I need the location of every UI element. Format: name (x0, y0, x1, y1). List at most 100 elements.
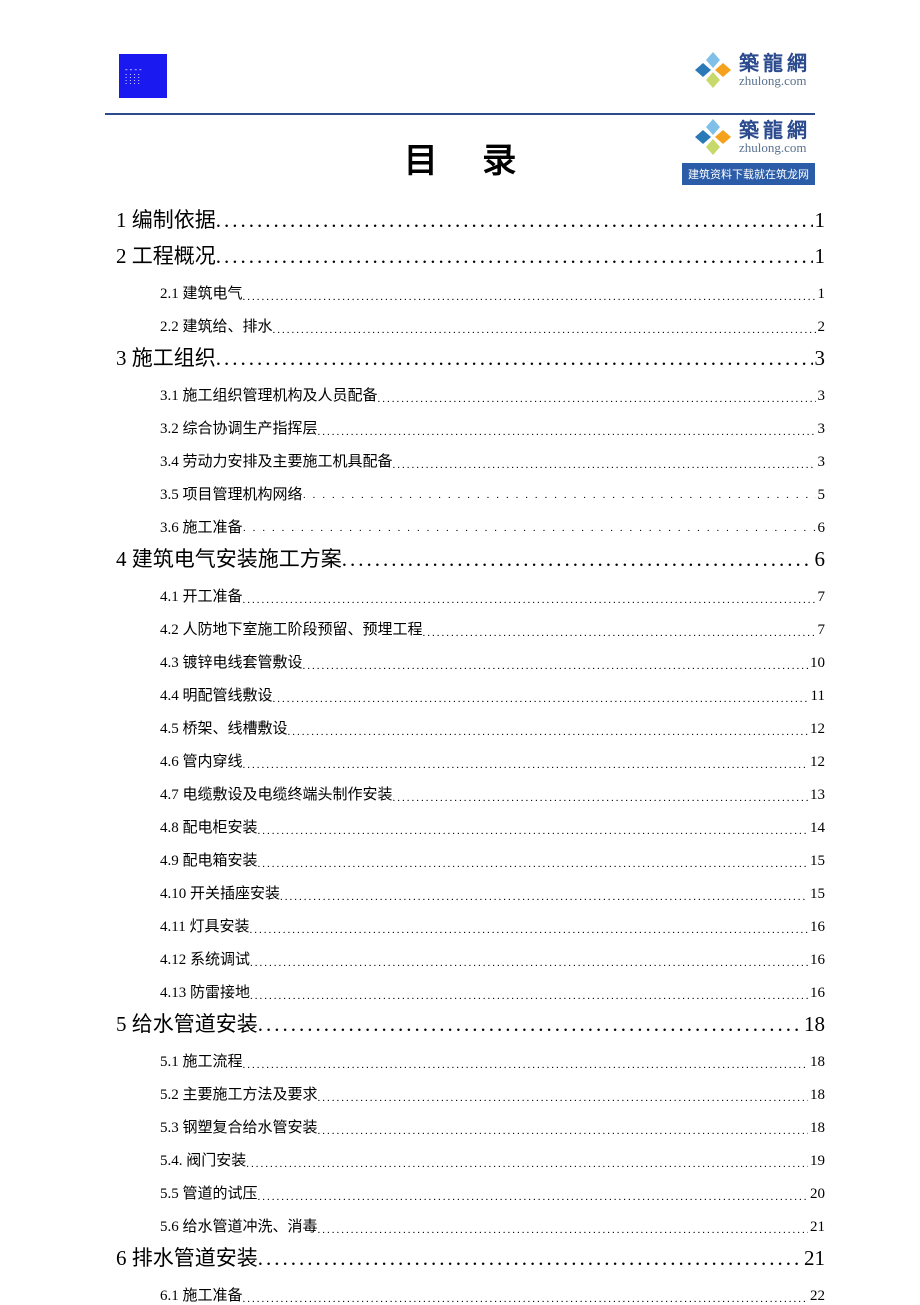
toc-page: 20 (808, 1186, 825, 1203)
toc-page: 1 (816, 286, 826, 303)
toc-label: 4.10 开关插座安装 (160, 882, 280, 903)
toc-entry: 2.2 建筑给、排水2 (116, 315, 825, 336)
toc-entry: 4.12 系统调试 16 (116, 948, 825, 969)
toc-label: 4.8 配电柜安装 (160, 816, 258, 837)
toc-entry: 2.1 建筑电气 1 (116, 282, 825, 303)
toc-leader (303, 492, 816, 503)
toc-page: 6 (813, 547, 826, 572)
toc-page: 15 (808, 853, 825, 870)
toc-page: 7 (816, 589, 826, 606)
toc-label: 3.2 综合协调生产指挥层 (160, 417, 318, 438)
toc-page: 18 (808, 1054, 825, 1071)
logo-cn-text: 築龍網 (739, 121, 811, 141)
toc-label: 6 排水管道安装 (116, 1242, 258, 1272)
toc-page: 14 (808, 820, 825, 837)
toc-entry: 3.2 综合协调生产指挥层 3 (116, 417, 825, 438)
toc-entry: 2 工程概况 1 (116, 240, 825, 270)
toc-page: 1 (813, 208, 826, 233)
toc-leader (250, 957, 808, 968)
toc-entry: 4.3 镀锌电线套管敷设 10 (116, 651, 825, 672)
promo-banner: 建筑资料下载就在筑龙网 (682, 163, 815, 185)
toc-label: 3.1 施工组织管理机构及人员配备 (160, 384, 378, 405)
toc-leader (318, 1224, 808, 1235)
toc-label: 5.5 管道的试压 (160, 1182, 258, 1203)
toc-label: 3 施工组织 (116, 342, 216, 372)
toc-leader (342, 547, 813, 568)
toc-entry: 5.1 施工流程18 (116, 1050, 825, 1071)
toc-page: 18 (808, 1120, 825, 1137)
toc-entry: 4.13 防雷接地 16 (116, 981, 825, 1002)
toc-entry: 4.9 配电箱安装 15 (116, 849, 825, 870)
toc-entry: 5.4. 阀门安装19 (116, 1149, 825, 1170)
toc-leader (280, 891, 808, 902)
toc-leader (288, 726, 808, 737)
toc-page: 2 (816, 319, 826, 336)
toc-leader (258, 858, 808, 869)
toc-entry: 4.4 明配管线敷设 11 (116, 684, 825, 705)
toc-page: 15 (808, 886, 825, 903)
toc-page: 16 (808, 919, 825, 936)
toc-page: 16 (808, 985, 825, 1002)
toc-page: 11 (809, 688, 825, 705)
toc-leader (393, 459, 816, 470)
toc-leader (378, 393, 816, 404)
toc-label: 4.9 配电箱安装 (160, 849, 258, 870)
toc-label: 4.3 镀锌电线套管敷设 (160, 651, 303, 672)
logo-bottom: 築龍網 zhulong.com (689, 115, 815, 159)
logo-text: 築龍網 zhulong.com (739, 54, 811, 87)
toc-label: 2.1 建筑电气 (160, 282, 243, 303)
toc-label: 4.13 防雷接地 (160, 981, 250, 1002)
toc-label: 5 给水管道安装 (116, 1008, 258, 1038)
logo-en-text: zhulong.com (739, 141, 811, 154)
toc-page: 6 (816, 520, 826, 537)
toc-label: 3.5 项目管理机构网络 (160, 483, 303, 504)
toc-leader (216, 346, 813, 367)
toc-label: 4.2 人防地下室施工阶段预留、预埋工程 (160, 618, 423, 639)
logo-mark-icon (693, 50, 733, 90)
logo-top: 築龍網 zhulong.com (689, 48, 815, 92)
toc-page: 10 (808, 655, 825, 672)
toc-page: 3 (816, 421, 826, 438)
toc-page: 16 (808, 952, 825, 969)
toc-label: 1 编制依据 (116, 204, 216, 234)
toc-leader (258, 1246, 802, 1267)
toc-page: 3 (816, 388, 826, 405)
toc-page: 1 (813, 244, 826, 269)
toc-label: 4.5 桥架、线槽敷设 (160, 717, 288, 738)
toc-leader (243, 759, 808, 770)
toc-entry: 5 给水管道安装 18 (116, 1008, 825, 1038)
toc-page: 13 (808, 787, 825, 804)
toc-page: 18 (802, 1012, 825, 1037)
toc-entry: 4.7 电缆敷设及电缆终端头制作安装13 (116, 783, 825, 804)
toc-label: 3.6 施工准备 (160, 516, 243, 537)
toc-label: 4.4 明配管线敷设 (160, 684, 273, 705)
icon-dots: : : : : (125, 79, 167, 85)
toc-entry: 4 建筑电气安装施工方案6 (116, 543, 825, 573)
toc-entry: 4.5 桥架、线槽敷设12 (116, 717, 825, 738)
toc-leader (243, 525, 816, 536)
toc-page: 7 (816, 622, 826, 639)
toc-label: 5.3 钢塑复合给水管安装 (160, 1116, 318, 1137)
toc-leader (243, 1059, 808, 1070)
toc-label: 5.2 主要施工方法及要求 (160, 1083, 318, 1104)
toc-label: 4.12 系统调试 (160, 948, 250, 969)
toc-label: 4.1 开工准备 (160, 585, 243, 606)
toc-entry: 4.6 管内穿线12 (116, 750, 825, 771)
toc-label: 3.4 劳动力安排及主要施工机具配备 (160, 450, 393, 471)
toc-leader (243, 594, 816, 605)
toc-leader (318, 426, 816, 437)
toc-leader (318, 1125, 808, 1136)
logo-mark-icon (693, 117, 733, 157)
toc-entry: 5.6 给水管道冲洗、消毒21 (116, 1215, 825, 1236)
toc-entry: 6 排水管道安装 21 (116, 1242, 825, 1272)
toc-page: 22 (808, 1288, 825, 1305)
toc-label: 4.11 灯具安装 (160, 915, 249, 936)
toc-label: 4.6 管内穿线 (160, 750, 243, 771)
toc-entry: 5.2 主要施工方法及要求 18 (116, 1083, 825, 1104)
toc-leader (303, 660, 808, 671)
toc-leader (318, 1092, 808, 1103)
toc-entry: 3 施工组织3 (116, 342, 825, 372)
toc-page: 18 (808, 1087, 825, 1104)
toc-leader (423, 627, 816, 638)
toc-entry: 5.5 管道的试压 20 (116, 1182, 825, 1203)
